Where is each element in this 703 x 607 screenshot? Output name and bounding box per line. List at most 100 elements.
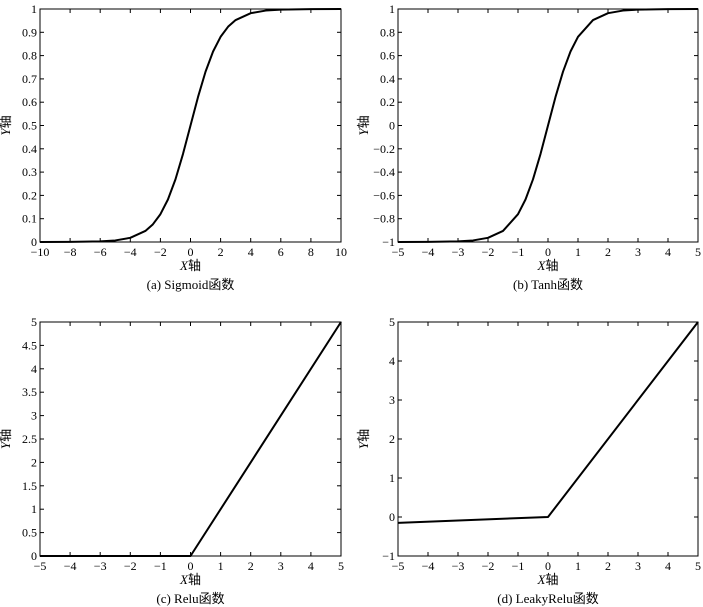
x-tick-label: −1: [154, 559, 167, 573]
y-tick-label: −0.4: [373, 165, 395, 179]
y-axis-label-suffix: 轴: [0, 115, 13, 128]
y-tick-label: 1: [31, 2, 37, 16]
y-axis-label-suffix: 轴: [356, 115, 371, 128]
x-axis-label-suffix: 轴: [545, 258, 558, 273]
x-axis-label: X轴: [537, 572, 559, 587]
x-tick-label: −3: [94, 559, 107, 573]
x-tick-label: 5: [695, 245, 701, 259]
y-axis-label: Y轴: [356, 115, 371, 135]
chart-tanh: −5 −4 −3 −2 −1 0 1 2 3 4 5 −1 −0.8 −0.6 −0.4 −0.2 0 0.2 0.…: [356, 2, 701, 292]
series-line-relu: [40, 321, 342, 557]
x-tick-label: −4: [422, 245, 435, 259]
y-tick-label: 1.5: [22, 479, 37, 493]
y-tick-label: −0.8: [373, 212, 395, 226]
y-axis-label: Y轴: [0, 115, 13, 135]
x-axis-label-var: X: [537, 572, 547, 587]
y-axis-label-var: Y: [0, 127, 13, 136]
x-tick-label: −2: [482, 245, 495, 259]
x-tick-label: 5: [338, 559, 344, 573]
y-axis-label-suffix: 轴: [356, 429, 371, 442]
y-axis-label: Y轴: [356, 429, 371, 449]
y-tick-label: −0.6: [373, 188, 395, 202]
y-axis-label: Y轴: [0, 429, 13, 449]
y-tick-label: 0: [31, 235, 37, 249]
x-tick-label: 6: [278, 245, 284, 259]
x-tick-label: 0: [545, 245, 551, 259]
x-tick-label: −8: [64, 245, 77, 259]
x-tick-label: 4: [665, 559, 671, 573]
y-tick-label: −0.2: [373, 142, 395, 156]
x-axis-label-var: X: [537, 258, 547, 273]
x-tick-label: 1: [575, 559, 581, 573]
x-tick-label: 0: [545, 559, 551, 573]
x-axis-label: X轴: [179, 258, 201, 273]
y-tick-label: 4: [389, 354, 395, 368]
y-tick-label: 1: [31, 502, 37, 516]
y-tick-label: 0.8: [22, 49, 37, 63]
y-tick-label: −1: [382, 235, 395, 249]
x-tick-label: −2: [124, 559, 137, 573]
x-tick-label: −10: [31, 245, 50, 259]
y-tick-label: 1: [389, 471, 395, 485]
y-axis-label-var: Y: [0, 440, 13, 449]
y-tick-label: 0.5: [22, 119, 37, 133]
x-tick-label: 2: [218, 245, 224, 259]
chart-relu: −5−4−3−2−101234500.511.522.533.544.55X轴Y…: [0, 315, 344, 606]
y-axis-label-var: Y: [356, 440, 371, 449]
y-tick-label: 0.6: [380, 49, 395, 63]
x-tick-label: 0: [188, 245, 194, 259]
subplot-caption: (c) Relu函数: [156, 591, 224, 606]
y-tick-label: 2: [389, 432, 395, 446]
y-tick-label: 0.2: [22, 188, 37, 202]
x-tick-label: −5: [392, 245, 405, 259]
y-tick-label: 0.4: [380, 72, 395, 86]
y-tick-label: 3: [31, 409, 37, 423]
y-tick-label: 0.1: [22, 212, 37, 226]
x-tick-label: −4: [422, 559, 435, 573]
subplot-caption: (d) LeakyRelu函数: [497, 591, 598, 606]
x-axis-label-suffix: 轴: [188, 258, 201, 273]
x-tick-label: 0: [188, 559, 194, 573]
x-tick-label: 3: [635, 559, 641, 573]
subplot-caption: (b) Tanh函数: [513, 277, 583, 292]
y-tick-label: 0.9: [22, 25, 37, 39]
x-axis-label-suffix: 轴: [545, 572, 558, 587]
y-tick-label: 0: [389, 119, 395, 133]
y-tick-label: 0.2: [380, 95, 395, 109]
y-tick-label: 0.3: [22, 165, 37, 179]
x-tick-label: −1: [512, 245, 525, 259]
x-tick-label: −3: [452, 245, 465, 259]
y-tick-label: 2.5: [22, 432, 37, 446]
x-axis-label-suffix: 轴: [188, 572, 201, 587]
x-tick-label: 2: [248, 559, 254, 573]
x-tick-label: 10: [335, 245, 347, 259]
x-tick-label: 8: [308, 245, 314, 259]
y-tick-label: 0.4: [22, 142, 37, 156]
x-axis-label-var: X: [179, 258, 189, 273]
x-tick-label: 5: [695, 559, 701, 573]
y-axis-label-var: Y: [356, 127, 371, 136]
y-tick-label: 0: [31, 549, 37, 563]
x-axis-label: X轴: [537, 258, 559, 273]
y-tick-label: 3.5: [22, 385, 37, 399]
y-tick-label: 1: [389, 2, 395, 16]
x-tick-label: −2: [482, 559, 495, 573]
y-axis-label-suffix: 轴: [0, 429, 13, 442]
x-tick-label: 3: [278, 559, 284, 573]
y-tick-label: 0.8: [380, 25, 395, 39]
x-tick-label: 4: [248, 245, 254, 259]
x-tick-label: 3: [635, 245, 641, 259]
y-tick-label: 0: [389, 510, 395, 524]
y-tick-label: 3: [389, 393, 395, 407]
y-tick-label: 0.6: [22, 95, 37, 109]
x-tick-label: −1: [512, 559, 525, 573]
y-tick-label: 0.7: [22, 72, 37, 86]
x-tick-label: 4: [665, 245, 671, 259]
y-tick-label: 0.5: [22, 526, 37, 540]
subplot-caption: (a) Sigmoid函数: [147, 277, 235, 292]
y-tick-label: −1: [382, 549, 395, 563]
x-tick-label: −2: [154, 245, 167, 259]
x-tick-label: −5: [34, 559, 47, 573]
